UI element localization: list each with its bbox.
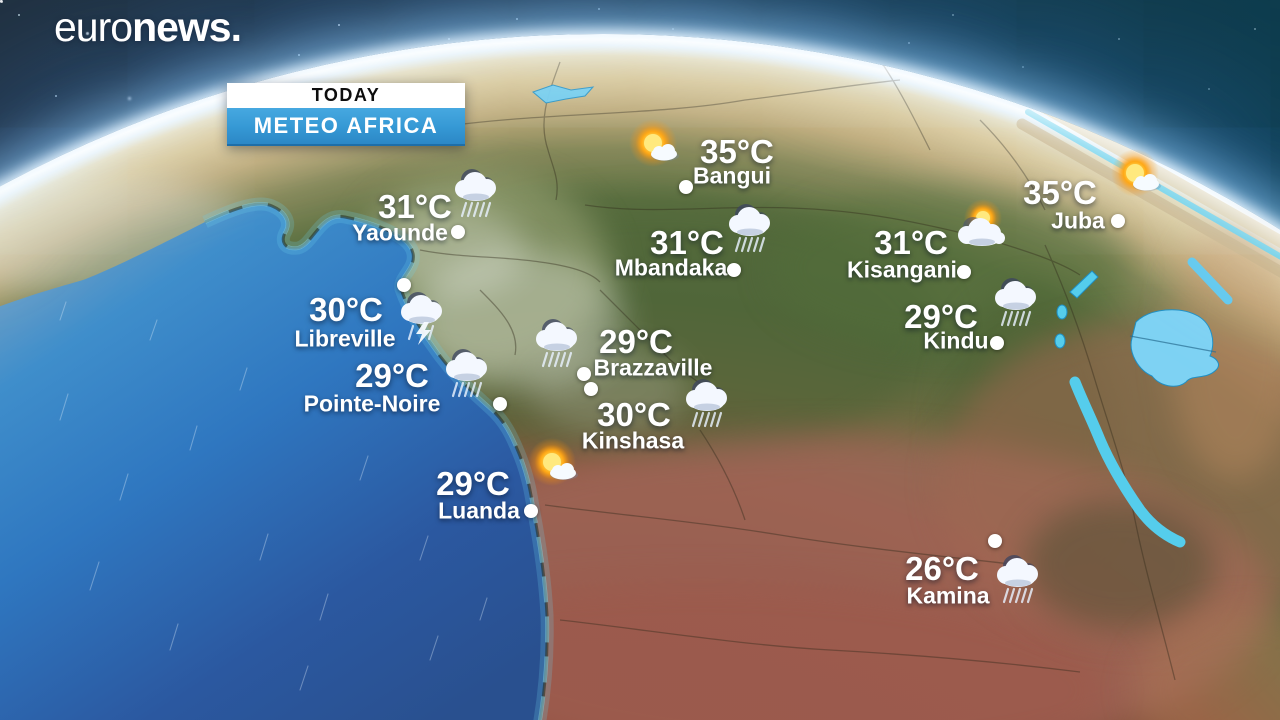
temperature-label-kisangani: 31°C — [874, 224, 948, 261]
city-name-libreville: Libreville — [294, 325, 396, 352]
city-dot-juba — [1111, 214, 1125, 228]
temperature-label-kinshasa: 30°C — [597, 396, 671, 433]
banner-meteo-africa-title: METEO AFRICA — [227, 108, 465, 146]
city-name-pointe-noire: Pointe-Noire — [303, 390, 441, 417]
city-dot-pointe-noire — [493, 397, 507, 411]
city-dot-luanda — [524, 504, 538, 518]
city-name-juba: Juba — [1051, 207, 1105, 234]
bright-stars — [0, 0, 3, 3]
city-name-kamina: Kamina — [906, 582, 990, 609]
temperature-label-mbandaka: 31°C — [650, 224, 724, 261]
rain-cloud-icon — [987, 545, 1051, 609]
city-name-kinshasa: Kinshasa — [581, 427, 685, 454]
city-dot-kisangani — [957, 265, 971, 279]
temperature-label-kamina: 26°C — [905, 550, 979, 587]
sun-behind-cloud-icon — [949, 199, 1013, 263]
rain-cloud-icon — [436, 339, 500, 403]
city-dot-yaounde — [451, 225, 465, 239]
rain-cloud-icon — [526, 309, 590, 373]
temperature-label-kindu: 29°C — [904, 298, 978, 335]
sun-cloud-icon — [626, 118, 690, 182]
city-name-luanda: Luanda — [438, 497, 520, 524]
city-dot-mbandaka — [727, 263, 741, 277]
logo-news: news — [132, 4, 232, 50]
banner-today-label: TODAY — [227, 83, 465, 108]
rain-cloud-icon — [985, 268, 1049, 332]
city-dot-bangui — [679, 180, 693, 194]
sun-cloud-icon — [1108, 148, 1172, 212]
temperature-label-juba: 35°C — [1023, 174, 1097, 211]
city-name-mbandaka: Mbandaka — [614, 254, 728, 281]
rain-cloud-icon — [445, 159, 509, 223]
logo-euro: euro — [54, 4, 133, 50]
city-dot-brazzaville — [577, 367, 591, 381]
euronews-logo: euronews. — [54, 4, 242, 51]
temperature-label-yaounde: 31°C — [378, 188, 452, 225]
city-dot-libreville — [397, 278, 411, 292]
rain-cloud-icon — [676, 369, 740, 433]
sun-cloud-icon — [525, 437, 589, 501]
city-name-kindu: Kindu — [923, 327, 989, 354]
thunder-cloud-icon — [391, 282, 455, 346]
rain-cloud-icon — [719, 194, 783, 258]
city-name-brazzaville: Brazzaville — [593, 354, 713, 381]
temperature-label-brazzaville: 29°C — [599, 323, 673, 360]
city-dot-kinshasa — [584, 382, 598, 396]
city-name-kisangani: Kisangani — [847, 256, 957, 283]
program-banner: TODAY METEO AFRICA — [227, 83, 465, 146]
city-name-bangui: Bangui — [693, 162, 771, 189]
city-dot-kamina — [988, 534, 1002, 548]
temperature-label-luanda: 29°C — [436, 465, 510, 502]
city-name-yaounde: Yaounde — [352, 219, 448, 246]
temperature-label-pointe-noire: 29°C — [355, 357, 429, 394]
logo-dot: . — [230, 4, 242, 50]
temperature-label-libreville: 30°C — [309, 291, 383, 328]
temperature-label-bangui: 35°C — [700, 133, 774, 170]
city-dot-kindu — [990, 336, 1004, 350]
